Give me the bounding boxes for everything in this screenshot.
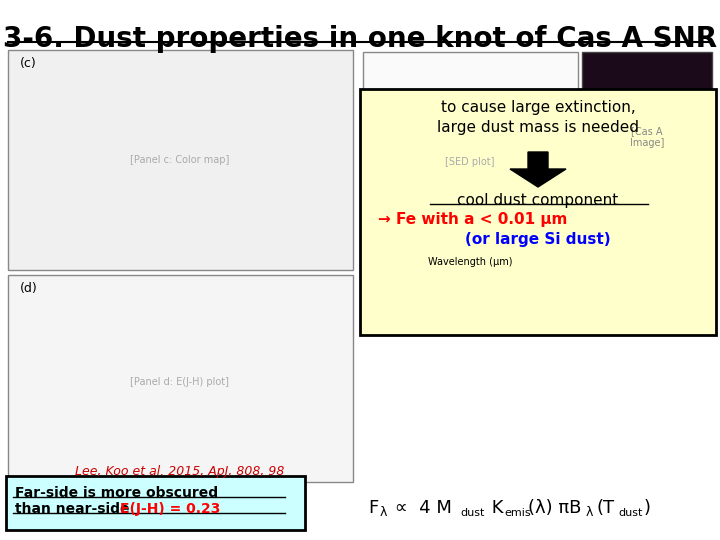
Text: Lee, Koo et al. 2015, ApJ, 808, 98: Lee, Koo et al. 2015, ApJ, 808, 98 <box>76 465 284 478</box>
Text: cool dust component: cool dust component <box>457 193 618 208</box>
FancyBboxPatch shape <box>363 52 578 270</box>
Text: dust: dust <box>460 508 485 518</box>
Text: [Panel c: Color map]: [Panel c: Color map] <box>130 155 230 165</box>
Text: to cause large extinction,
large dust mass is needed: to cause large extinction, large dust ma… <box>437 100 639 135</box>
Text: (T: (T <box>596 499 614 517</box>
Text: F: F <box>368 499 378 517</box>
Text: (c): (c) <box>20 57 37 70</box>
Text: [Panel d: E(J-H) plot]: [Panel d: E(J-H) plot] <box>130 377 230 387</box>
Text: dust: dust <box>618 508 642 518</box>
FancyBboxPatch shape <box>6 476 305 530</box>
Text: → Fe with a < 0.01 μm: → Fe with a < 0.01 μm <box>378 212 567 227</box>
Text: [Cas A
Image]: [Cas A Image] <box>630 126 664 148</box>
Text: Far-side is more obscured: Far-side is more obscured <box>15 486 218 500</box>
FancyBboxPatch shape <box>8 275 353 482</box>
Text: (λ) πB: (λ) πB <box>528 499 581 517</box>
FancyBboxPatch shape <box>8 50 353 270</box>
Text: E(J-H) = 0.23: E(J-H) = 0.23 <box>120 502 220 516</box>
Text: (d): (d) <box>20 282 37 295</box>
Text: λ: λ <box>586 507 593 519</box>
Text: K: K <box>486 499 503 517</box>
Text: ): ) <box>644 499 651 517</box>
Text: ∝  4 M: ∝ 4 M <box>389 499 452 517</box>
Text: [SED plot]: [SED plot] <box>445 157 495 167</box>
Text: λ: λ <box>380 507 387 519</box>
Polygon shape <box>510 152 566 187</box>
FancyBboxPatch shape <box>360 89 716 335</box>
FancyBboxPatch shape <box>582 52 712 222</box>
Text: (or large Si dust): (or large Si dust) <box>465 232 611 247</box>
Text: 3-6. Dust properties in one knot of Cas A SNR: 3-6. Dust properties in one knot of Cas … <box>3 25 717 53</box>
Text: emis: emis <box>504 508 531 518</box>
Text: than near-side: than near-side <box>15 502 135 516</box>
Text: Wavelength (μm): Wavelength (μm) <box>428 257 512 267</box>
